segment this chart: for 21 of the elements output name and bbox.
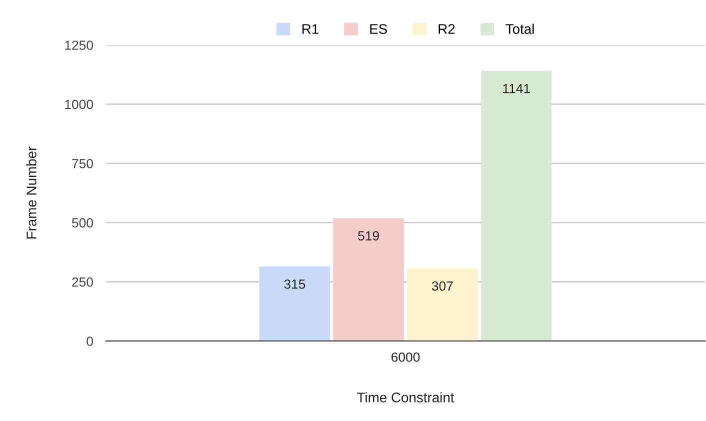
legend-label: R2: [438, 24, 455, 34]
x-tick-label: 6000: [391, 352, 420, 362]
y-tick-label: 500: [72, 218, 93, 228]
data-label: 315: [284, 279, 306, 289]
bar: [333, 218, 404, 341]
bar: [406, 268, 478, 341]
data-label: 1141: [503, 84, 530, 94]
legend-label: ES: [370, 24, 387, 34]
legend-label: Total: [506, 24, 534, 34]
data-label: 307: [432, 281, 453, 291]
data-label: 519: [358, 231, 379, 240]
bar: [259, 266, 330, 341]
bar: [480, 70, 552, 341]
y-axis-title: Frame Number: [26, 146, 36, 239]
y-tick-label: 0: [86, 336, 93, 346]
y-tick-label: 250: [72, 277, 93, 287]
y-tick-label: 1000: [65, 100, 93, 110]
legend-label: R1: [302, 24, 318, 34]
x-axis-title: Time Constraint: [357, 392, 454, 402]
y-tick-label: 750: [72, 158, 93, 168]
y-tick-label: 1250: [65, 40, 93, 50]
